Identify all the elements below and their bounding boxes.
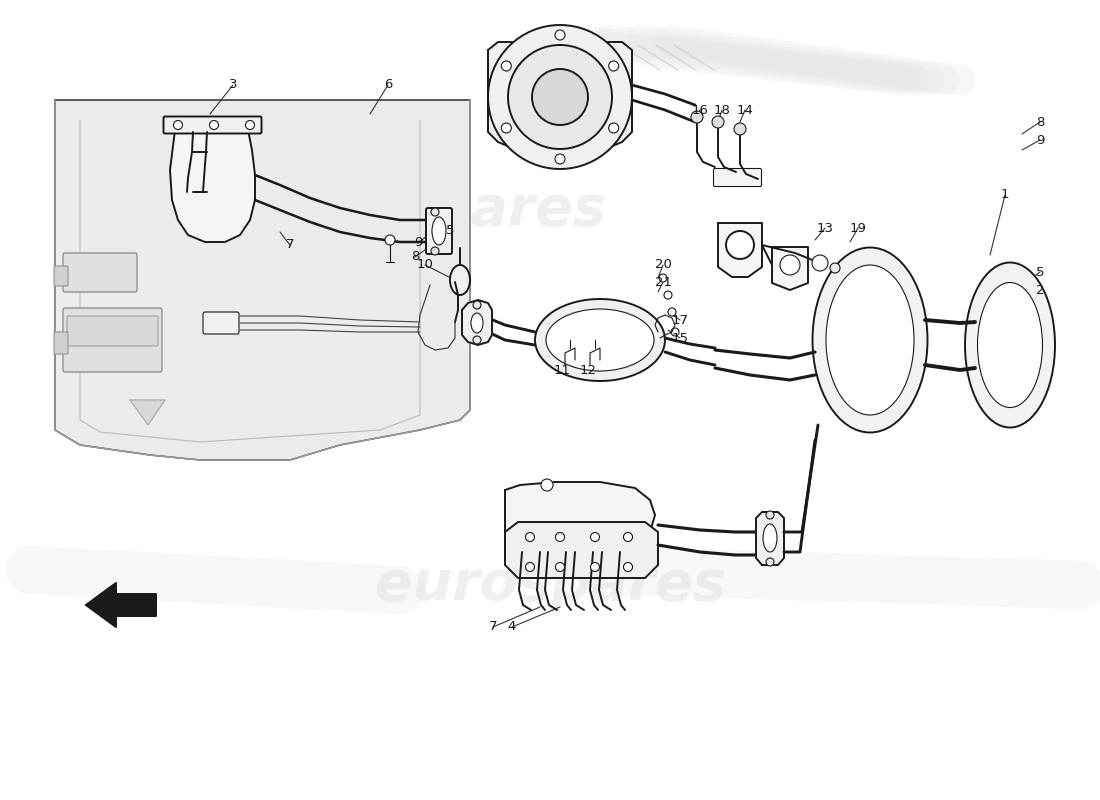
Text: 5: 5 <box>1036 266 1044 278</box>
Text: 3: 3 <box>229 78 238 91</box>
Text: 9: 9 <box>1036 134 1044 146</box>
Circle shape <box>712 116 724 128</box>
Text: 14: 14 <box>737 103 754 117</box>
Circle shape <box>726 231 754 259</box>
Text: 8: 8 <box>410 250 419 263</box>
Circle shape <box>431 208 439 216</box>
Polygon shape <box>505 522 658 578</box>
Text: 9: 9 <box>414 237 422 250</box>
Ellipse shape <box>546 309 654 371</box>
Circle shape <box>671 328 679 336</box>
Circle shape <box>608 123 618 133</box>
Polygon shape <box>462 300 492 345</box>
Circle shape <box>830 263 840 273</box>
FancyBboxPatch shape <box>63 253 138 292</box>
Text: 13: 13 <box>816 222 834 234</box>
Text: 17: 17 <box>671 314 689 326</box>
Polygon shape <box>718 223 762 277</box>
Ellipse shape <box>535 299 666 381</box>
Text: 7: 7 <box>488 621 497 634</box>
Ellipse shape <box>826 265 914 415</box>
Text: 16: 16 <box>692 103 708 117</box>
Circle shape <box>591 562 600 571</box>
Polygon shape <box>55 100 470 460</box>
Polygon shape <box>130 400 165 425</box>
Polygon shape <box>772 247 808 290</box>
Circle shape <box>664 291 672 299</box>
Text: 18: 18 <box>714 103 730 117</box>
Circle shape <box>209 121 219 130</box>
Circle shape <box>502 61 512 71</box>
Polygon shape <box>505 482 654 555</box>
Text: 11: 11 <box>553 363 571 377</box>
FancyBboxPatch shape <box>204 312 239 334</box>
Text: 12: 12 <box>580 363 596 377</box>
FancyBboxPatch shape <box>426 208 452 254</box>
Text: 5: 5 <box>446 223 454 237</box>
Circle shape <box>734 123 746 135</box>
Polygon shape <box>170 130 255 242</box>
Text: 4: 4 <box>508 621 516 634</box>
Circle shape <box>608 61 618 71</box>
Circle shape <box>532 69 588 125</box>
Circle shape <box>488 25 632 169</box>
Circle shape <box>502 123 512 133</box>
Ellipse shape <box>978 282 1043 407</box>
Ellipse shape <box>432 217 446 245</box>
Circle shape <box>668 308 676 316</box>
Circle shape <box>556 533 564 542</box>
FancyBboxPatch shape <box>714 169 761 186</box>
Text: 6: 6 <box>384 78 393 91</box>
Ellipse shape <box>450 265 470 295</box>
Text: 21: 21 <box>654 275 671 289</box>
Circle shape <box>624 562 632 571</box>
FancyBboxPatch shape <box>164 117 262 134</box>
FancyBboxPatch shape <box>63 308 162 372</box>
Text: 2: 2 <box>1036 283 1044 297</box>
Polygon shape <box>86 583 156 627</box>
FancyBboxPatch shape <box>54 266 68 286</box>
Circle shape <box>385 235 395 245</box>
Circle shape <box>659 274 667 282</box>
Circle shape <box>624 533 632 542</box>
Polygon shape <box>488 42 632 147</box>
Ellipse shape <box>763 524 777 552</box>
Text: 1: 1 <box>1001 189 1010 202</box>
Ellipse shape <box>965 262 1055 427</box>
Circle shape <box>431 247 439 255</box>
Circle shape <box>508 45 612 149</box>
Text: eurospares: eurospares <box>375 558 725 612</box>
Text: 7: 7 <box>286 238 295 251</box>
Circle shape <box>812 255 828 271</box>
Text: 19: 19 <box>849 222 867 234</box>
Circle shape <box>766 558 774 566</box>
Text: 20: 20 <box>654 258 671 271</box>
Polygon shape <box>756 512 784 565</box>
FancyBboxPatch shape <box>54 332 68 354</box>
Circle shape <box>691 111 703 123</box>
Circle shape <box>591 533 600 542</box>
Ellipse shape <box>813 247 927 433</box>
Circle shape <box>556 30 565 40</box>
Text: 15: 15 <box>671 331 689 345</box>
Text: eurospares: eurospares <box>254 183 605 237</box>
Circle shape <box>780 255 800 275</box>
Circle shape <box>526 562 535 571</box>
Ellipse shape <box>471 313 483 333</box>
Circle shape <box>556 154 565 164</box>
Circle shape <box>541 479 553 491</box>
Circle shape <box>556 562 564 571</box>
Text: 10: 10 <box>417 258 433 271</box>
Circle shape <box>174 121 183 130</box>
Text: 8: 8 <box>1036 115 1044 129</box>
Circle shape <box>766 511 774 519</box>
FancyBboxPatch shape <box>67 316 158 346</box>
Circle shape <box>526 533 535 542</box>
Circle shape <box>473 336 481 344</box>
Circle shape <box>473 301 481 309</box>
Circle shape <box>245 121 254 130</box>
